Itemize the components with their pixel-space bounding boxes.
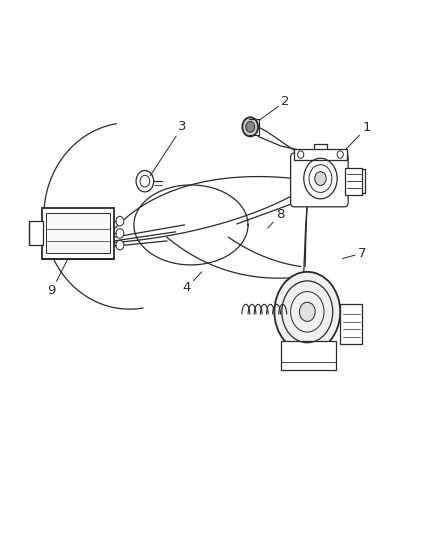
Circle shape xyxy=(274,272,339,352)
FancyBboxPatch shape xyxy=(280,341,335,370)
Text: 4: 4 xyxy=(182,272,201,294)
FancyBboxPatch shape xyxy=(293,149,346,160)
FancyBboxPatch shape xyxy=(290,153,347,207)
Circle shape xyxy=(242,117,258,136)
Circle shape xyxy=(116,229,124,238)
Text: 7: 7 xyxy=(342,247,366,260)
Text: 2: 2 xyxy=(258,95,289,120)
FancyBboxPatch shape xyxy=(42,208,114,259)
FancyBboxPatch shape xyxy=(339,304,361,344)
Circle shape xyxy=(116,216,124,226)
Text: 1: 1 xyxy=(345,122,370,149)
Circle shape xyxy=(297,151,303,158)
Text: 8: 8 xyxy=(267,208,284,228)
Text: 3: 3 xyxy=(150,120,186,176)
Text: 9: 9 xyxy=(47,259,68,297)
FancyBboxPatch shape xyxy=(344,168,361,195)
Circle shape xyxy=(314,172,325,185)
FancyBboxPatch shape xyxy=(46,213,110,253)
FancyBboxPatch shape xyxy=(28,221,42,245)
Circle shape xyxy=(299,302,314,321)
Circle shape xyxy=(245,122,254,132)
Circle shape xyxy=(116,240,124,250)
Circle shape xyxy=(336,151,343,158)
